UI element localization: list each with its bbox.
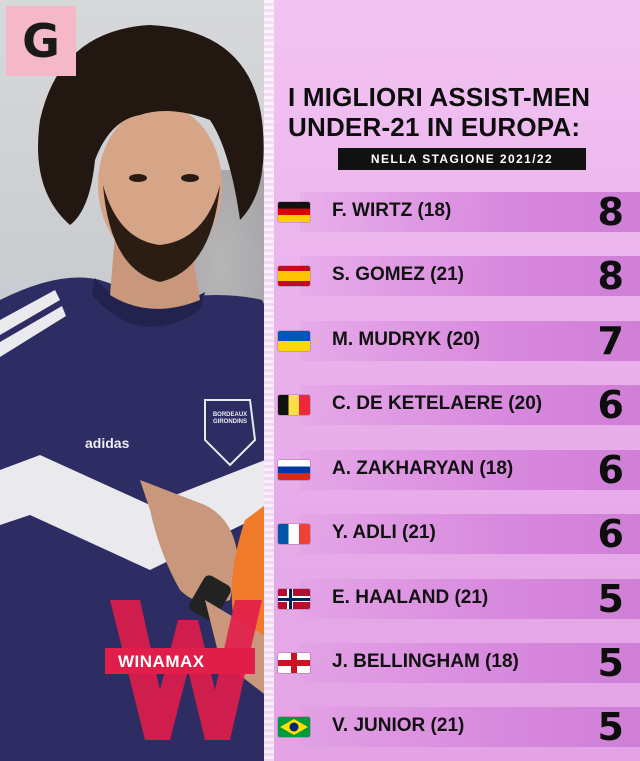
page-title: I MIGLIORI ASSIST-MEN UNDER-21 IN EUROPA… xyxy=(288,82,640,142)
ranking-row: J. BELLINGHAM (18) 5 xyxy=(270,641,640,685)
player-name: M. MUDRYK (20) xyxy=(332,329,481,350)
row-bar xyxy=(300,385,640,425)
row-bar xyxy=(300,321,640,361)
ranking-row: C. DE KETELAERE (20) 6 xyxy=(270,383,640,427)
assist-count: 6 xyxy=(597,512,624,556)
row-bar xyxy=(300,256,640,296)
club-badge-text: BORDEAUX GIRONDINS xyxy=(212,412,248,425)
ranking-row: S. GOMEZ (21) 8 xyxy=(270,254,640,298)
player-name: C. DE KETELAERE (20) xyxy=(332,393,543,414)
germany-flag-icon xyxy=(278,202,310,222)
assist-count: 6 xyxy=(597,448,624,492)
row-bar xyxy=(300,643,640,683)
player-name: V. JUNIOR (21) xyxy=(332,715,465,736)
row-bar xyxy=(300,579,640,619)
france-flag-icon xyxy=(278,524,310,544)
player-illustration xyxy=(0,25,272,761)
season-subtitle: NELLA STAGIONE 2021/22 xyxy=(338,148,586,170)
title-line-2: UNDER-21 IN EUROPA: xyxy=(288,112,581,142)
ukraine-flag-icon xyxy=(278,331,310,351)
player-name: Y. ADLI (21) xyxy=(332,522,436,543)
player-name: A. ZAKHARYAN (18) xyxy=(332,458,514,479)
belgium-flag-icon xyxy=(278,395,310,415)
ranking-row: Y. ADLI (21) 6 xyxy=(270,512,640,556)
assist-count: 8 xyxy=(597,190,624,234)
spain-flag-icon xyxy=(278,266,310,286)
assist-count: 8 xyxy=(597,254,624,298)
player-name: J. BELLINGHAM (18) xyxy=(332,651,519,672)
brazil-flag-icon xyxy=(278,717,310,737)
england-flag-icon xyxy=(278,653,310,673)
assist-count: 6 xyxy=(597,383,624,427)
row-bar xyxy=(300,514,640,554)
sponsor-text: WINAMAX xyxy=(118,652,205,671)
title-line-1: I MIGLIORI ASSIST-MEN xyxy=(288,82,591,112)
ranking-row: F. WIRTZ (18) 8 xyxy=(270,190,640,234)
row-bar xyxy=(300,707,640,747)
ranking-panel xyxy=(264,0,640,761)
player-name: S. GOMEZ (21) xyxy=(332,264,464,285)
brand-logo: G xyxy=(6,6,76,76)
russia-flag-icon xyxy=(278,460,310,480)
assist-count: 7 xyxy=(597,319,624,363)
assist-count: 5 xyxy=(597,705,624,749)
kit-brand-text: adidas xyxy=(85,435,130,451)
norway-flag-icon xyxy=(278,589,310,609)
ranking-row: V. JUNIOR (21) 5 xyxy=(270,705,640,749)
ranking-row: M. MUDRYK (20) 7 xyxy=(270,319,640,363)
player-name: E. HAALAND (21) xyxy=(332,587,489,608)
assist-count: 5 xyxy=(597,577,624,621)
row-bar xyxy=(300,450,640,490)
player-photo: WINAMAX adidas BORDEAUX GIRONDINS xyxy=(0,0,272,761)
ranking-row: A. ZAKHARYAN (18) 6 xyxy=(270,448,640,492)
brand-logo-letter: G xyxy=(22,14,60,68)
player-name: F. WIRTZ (18) xyxy=(332,200,452,221)
row-bar xyxy=(300,192,640,232)
assist-count: 5 xyxy=(597,641,624,685)
ranking-row: E. HAALAND (21) 5 xyxy=(270,577,640,621)
